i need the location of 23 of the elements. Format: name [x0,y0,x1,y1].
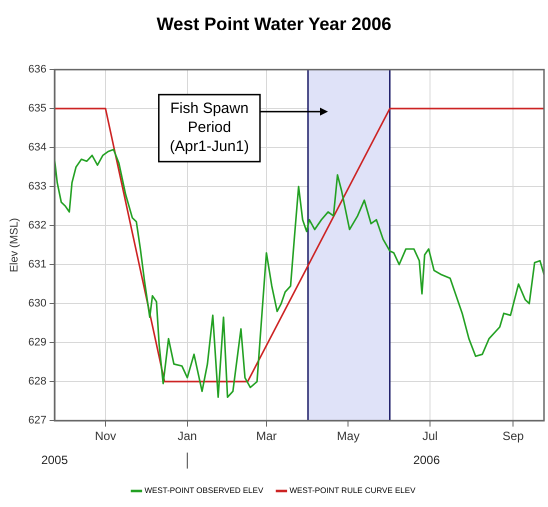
x-tick-label: Jan [178,429,197,444]
y-tick-label: 630 [28,298,47,310]
y-tick-label: 631 [28,258,47,271]
text: 2006 [413,452,440,467]
x-tick-label: Mar [256,429,277,444]
y-tick-label: 628 [28,376,47,388]
y-axis-title: Elev (MSL) [8,218,21,272]
y-tick-label: 632 [28,220,47,232]
y-tick-label: 627 [28,414,47,427]
text: 2005 [41,452,68,467]
y-tick-label: 629 [28,336,47,349]
y-tick-label: 634 [28,142,47,154]
band-label: Fish Spawn Period (Apr1-Jun1) [170,100,249,156]
legend-label: WEST-POINT RULE CURVE ELEV [289,486,416,496]
y-tick-label: 635 [28,102,47,115]
chart-title: West Point Water Year 2006 [156,14,392,34]
y-tick-label: 636 [28,64,47,76]
x-tick-label: Nov [94,429,116,444]
x-tick-label: May [336,429,360,444]
x-tick-label: Jul [422,429,438,444]
y-tick-label: 633 [28,180,47,193]
x-tick-label: Sep [502,429,524,444]
legend-label: WEST-POINT OBSERVED ELEV [144,486,264,496]
